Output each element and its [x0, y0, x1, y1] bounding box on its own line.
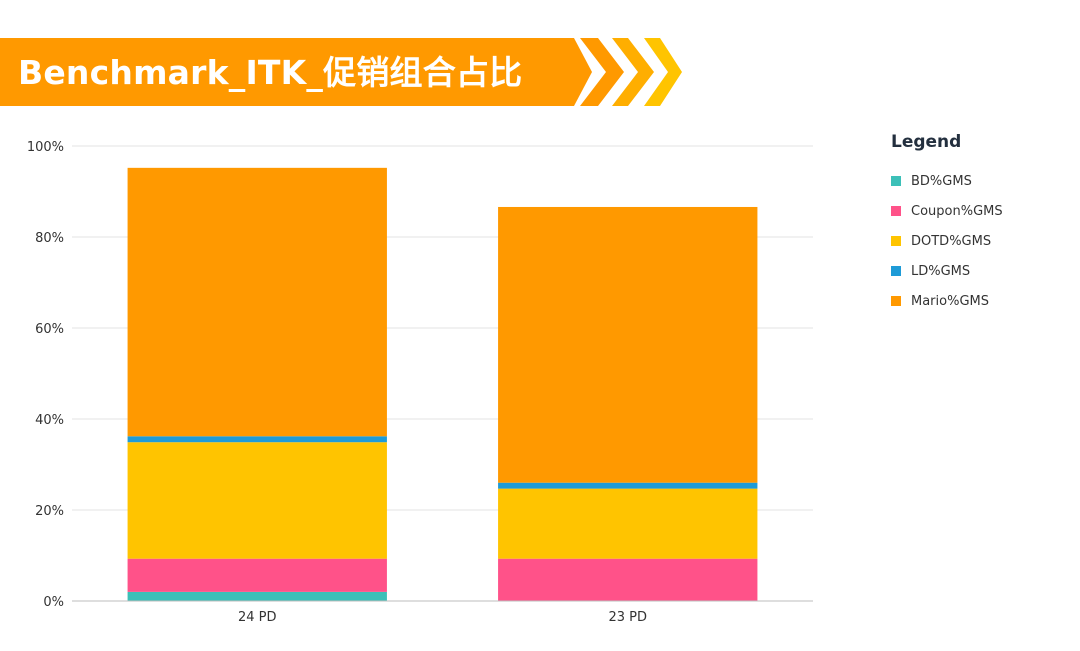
legend-items: BD%GMS Coupon%GMS DOTD%GMS LD%GMS Mario%GMS — [891, 166, 1003, 316]
legend-item: BD%GMS — [891, 166, 1003, 196]
banner-chevron-1 — [580, 38, 624, 106]
legend-item: Mario%GMS — [891, 286, 1003, 316]
bar-segment-ld-gms-24-pd — [127, 436, 387, 443]
bar-segment-ld-gms-23-pd — [498, 482, 758, 489]
banner-background — [0, 38, 592, 106]
y-tick-label: 60% — [35, 322, 64, 337]
y-tick-label: 80% — [35, 231, 64, 246]
banner-chevron-2 — [612, 38, 654, 106]
x-tick-label: 24 PD — [238, 610, 277, 625]
legend-label: BD%GMS — [911, 173, 972, 189]
x-axis-ticks: 24 PD 23 PD — [238, 610, 647, 625]
legend-swatch — [891, 206, 901, 216]
bar-segment-dotd-gms-24-pd — [127, 442, 387, 559]
legend-title: Legend — [891, 132, 962, 152]
legend-swatch — [891, 266, 901, 276]
legend-item: DOTD%GMS — [891, 226, 1003, 256]
y-tick-label: 100% — [27, 140, 64, 155]
legend-label: DOTD%GMS — [911, 233, 992, 249]
legend-label: Mario%GMS — [911, 293, 989, 309]
y-tick-label: 20% — [35, 504, 64, 519]
bars — [127, 167, 758, 601]
bar-segment-mario-gms-23-pd — [498, 206, 758, 483]
legend-label: LD%GMS — [911, 263, 971, 279]
y-tick-label: 0% — [43, 595, 64, 610]
legend-item: LD%GMS — [891, 256, 1003, 286]
bar-segment-coupon-gms-24-pd — [127, 558, 387, 592]
legend-swatch — [891, 176, 901, 186]
bar-segment-bd-gms-24-pd — [127, 591, 387, 601]
y-tick-label: 40% — [35, 413, 64, 428]
legend-swatch — [891, 296, 901, 306]
page-title: Benchmark_ITK_促销组合占比 — [18, 53, 523, 92]
legend-item: Coupon%GMS — [891, 196, 1003, 226]
bar-segment-mario-gms-24-pd — [127, 167, 387, 437]
legend: Legend BD%GMS Coupon%GMS DOTD%GMS LD%GMS Mar… — [891, 132, 1003, 316]
y-axis-ticks: 0% 20% 40% 60% 80% 100% — [27, 140, 64, 610]
bar-segment-dotd-gms-23-pd — [498, 488, 758, 559]
title-banner — [0, 38, 682, 106]
banner-chevron-3 — [644, 38, 682, 106]
x-tick-label: 23 PD — [608, 610, 647, 625]
legend-label: Coupon%GMS — [911, 203, 1003, 219]
bar-segment-coupon-gms-23-pd — [498, 558, 758, 601]
legend-swatch — [891, 236, 901, 246]
